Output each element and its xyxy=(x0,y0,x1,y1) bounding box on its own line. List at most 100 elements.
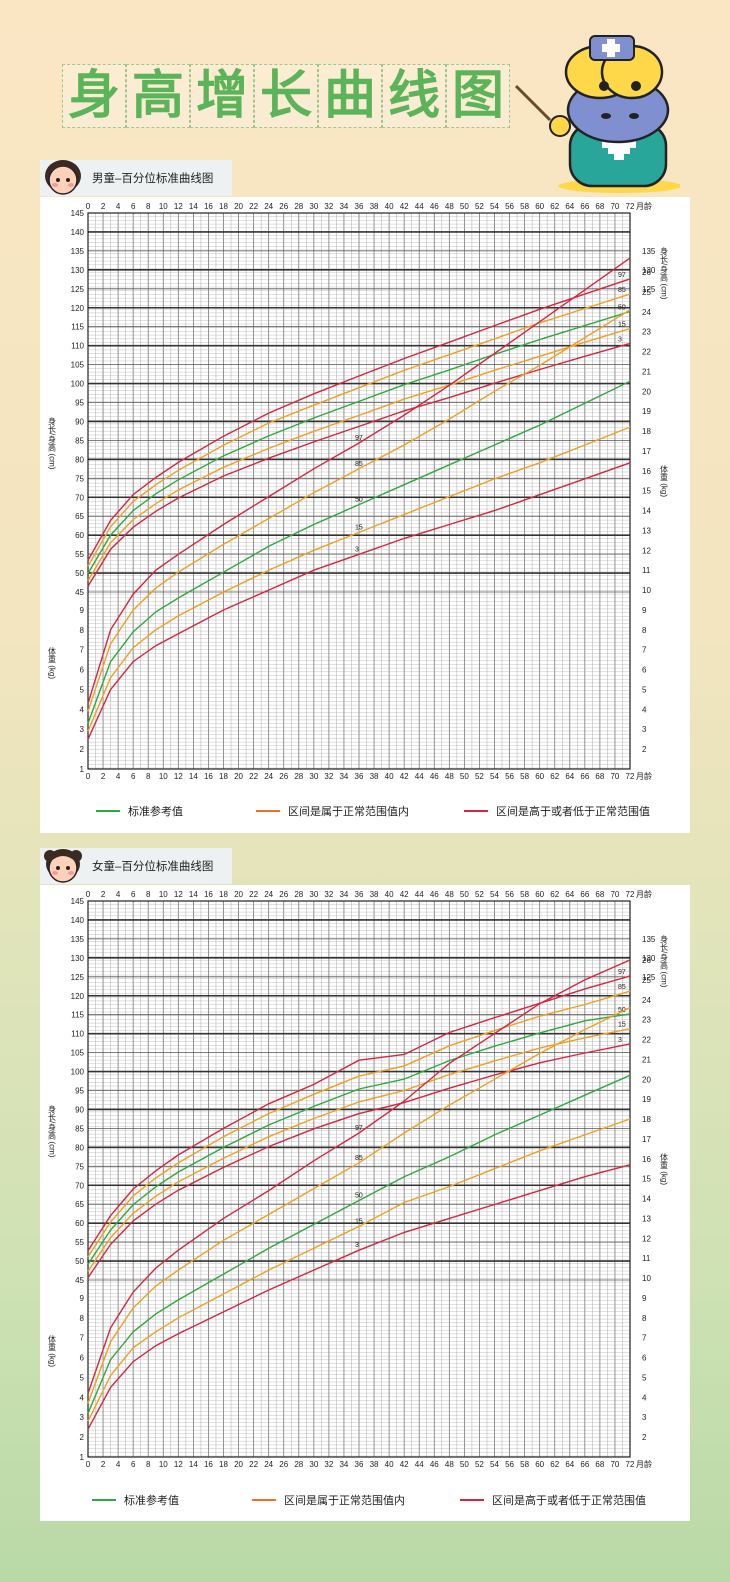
mascot-hippo-nurse xyxy=(514,35,680,193)
weight-tick-left: 8 xyxy=(80,626,85,635)
weight-tick-right: 18 xyxy=(642,427,651,436)
weight-tick-right: 10 xyxy=(642,586,651,595)
height-tick-left: 130 xyxy=(71,954,85,963)
x-tick-label-bottom: 10 xyxy=(159,1460,168,1469)
x-tick-label-top: 2 xyxy=(101,890,106,899)
x-tick-label-top: 34 xyxy=(339,202,348,211)
weight-tick-left: 4 xyxy=(80,705,85,714)
x-tick-label-top: 56 xyxy=(505,202,514,211)
height-tick-left: 50 xyxy=(75,569,84,578)
weight-tick-right: 21 xyxy=(642,367,651,376)
x-tick-label-bottom: 70 xyxy=(610,772,619,781)
height-tick-left: 120 xyxy=(71,304,85,313)
x-tick-label-top: 26 xyxy=(279,202,288,211)
x-tick-label-top: 4 xyxy=(116,202,121,211)
weight-tick-right: 20 xyxy=(642,1075,651,1084)
height-line-p97 xyxy=(87,278,631,561)
height-tick-left: 65 xyxy=(75,1200,84,1209)
x-tick-label-top: 6 xyxy=(131,202,136,211)
x-tick-label-bottom: 14 xyxy=(189,1460,198,1469)
weight-line-p15 xyxy=(87,1118,631,1422)
x-axis-unit-top: 月龄 xyxy=(636,201,652,211)
weight-tick-right: 21 xyxy=(642,1055,651,1064)
x-tick-label-top: 54 xyxy=(490,202,499,211)
weight-tick-right: 4 xyxy=(642,1393,647,1402)
weight-tick-left: 9 xyxy=(80,1294,85,1303)
weight-series-label: 97 xyxy=(355,1125,363,1132)
plot-frame xyxy=(87,900,631,1458)
weight-tick-right: 12 xyxy=(642,546,651,555)
height-series-label: 3 xyxy=(618,336,622,343)
x-tick-label-bottom: 0 xyxy=(86,772,91,781)
weight-tick-right: 11 xyxy=(642,566,651,575)
x-tick-label-bottom: 72 xyxy=(626,772,635,781)
weight-axis-label-right: 体重 (kg) xyxy=(660,464,669,497)
x-tick-label-bottom: 22 xyxy=(249,772,258,781)
x-tick-label-top: 8 xyxy=(146,202,151,211)
title-char: 图 xyxy=(451,66,504,126)
height-tick-left: 95 xyxy=(75,1087,84,1096)
weight-tick-right: 13 xyxy=(642,526,651,535)
x-tick-label-bottom: 18 xyxy=(219,1460,228,1469)
x-tick-label-bottom: 44 xyxy=(415,772,424,781)
title-char: 高 xyxy=(131,66,184,126)
height-tick-left: 135 xyxy=(71,247,85,256)
x-tick-label-bottom: 28 xyxy=(294,1460,303,1469)
weight-line-p3 xyxy=(87,462,631,740)
x-tick-label-bottom: 52 xyxy=(475,1460,484,1469)
x-tick-label-top: 20 xyxy=(234,890,243,899)
weight-series-label: 85 xyxy=(355,461,363,468)
x-tick-label-top: 66 xyxy=(580,890,589,899)
height-tick-left: 70 xyxy=(75,1181,84,1190)
weight-tick-right: 25 xyxy=(642,288,651,297)
weight-tick-right: 8 xyxy=(642,626,647,635)
x-tick-label-bottom: 50 xyxy=(460,772,469,781)
height-tick-left: 145 xyxy=(71,897,85,906)
x-tick-label-bottom: 50 xyxy=(460,1460,469,1469)
height-line-p3 xyxy=(87,1043,631,1279)
x-tick-label-bottom: 40 xyxy=(385,772,394,781)
height-series-label: 85 xyxy=(618,287,626,294)
legend-abnormal: 区间是高于或者低于正常范围值 xyxy=(492,1495,646,1507)
x-tick-label-top: 44 xyxy=(415,202,424,211)
height-tick-left: 80 xyxy=(75,1143,84,1152)
weight-tick-right: 19 xyxy=(642,407,651,416)
x-tick-label-top: 36 xyxy=(355,890,364,899)
height-tick-left: 100 xyxy=(71,380,85,389)
x-tick-label-top: 28 xyxy=(294,890,303,899)
height-tick-left: 120 xyxy=(71,992,85,1001)
x-tick-label-top: 18 xyxy=(219,890,228,899)
height-tick-left: 105 xyxy=(71,361,85,370)
weight-tick-right: 15 xyxy=(642,1175,651,1184)
weight-tick-right: 19 xyxy=(642,1095,651,1104)
x-axis-unit-bottom: 月龄 xyxy=(636,1459,652,1469)
x-tick-label-top: 56 xyxy=(505,890,514,899)
x-tick-label-bottom: 30 xyxy=(309,772,318,781)
weight-series-label: 50 xyxy=(355,1193,363,1200)
height-tick-left: 55 xyxy=(75,550,84,559)
weight-tick-right: 14 xyxy=(642,507,651,516)
title-char: 线 xyxy=(387,66,440,126)
x-tick-label-top: 16 xyxy=(204,890,213,899)
legend-swatch-normal xyxy=(256,810,280,812)
x-tick-label-top: 44 xyxy=(415,890,424,899)
x-tick-label-bottom: 56 xyxy=(505,772,514,781)
x-tick-label-bottom: 44 xyxy=(415,1460,424,1469)
weight-tick-right: 4 xyxy=(642,705,647,714)
height-tick-right: 135 xyxy=(642,247,656,256)
boy-chart-title: 男童–百分位标准曲线图 xyxy=(92,173,214,185)
height-tick-left: 55 xyxy=(75,1238,84,1247)
weight-axis-label-right: 体重 (kg) xyxy=(660,1152,669,1185)
x-tick-label-bottom: 58 xyxy=(520,772,529,781)
x-tick-label-top: 40 xyxy=(385,202,394,211)
height-axis-label: 身长/身高 (cm) xyxy=(48,1104,57,1158)
weight-series-label: 85 xyxy=(355,1155,363,1162)
weight-tick-left: 1 xyxy=(80,765,85,774)
legend-swatch-abnormal xyxy=(460,1499,484,1501)
x-tick-label-bottom: 62 xyxy=(550,772,559,781)
weight-tick-left: 5 xyxy=(80,1373,85,1382)
x-tick-label-top: 70 xyxy=(610,202,619,211)
weight-tick-right: 6 xyxy=(642,666,647,675)
x-tick-label-top: 60 xyxy=(535,202,544,211)
weight-tick-right: 14 xyxy=(642,1195,651,1204)
